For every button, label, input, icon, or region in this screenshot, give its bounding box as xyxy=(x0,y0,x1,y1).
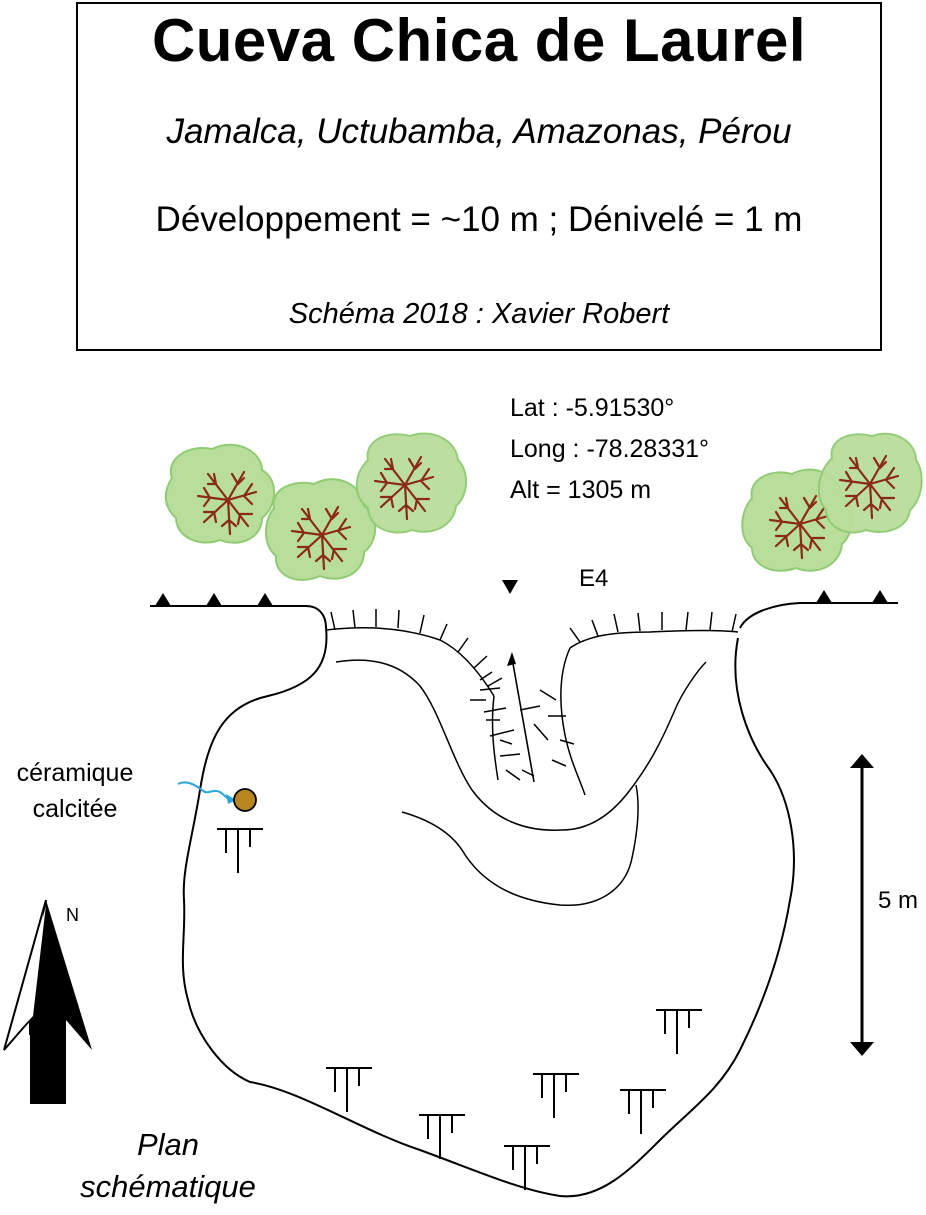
plan-label: Plan schématique xyxy=(68,1124,268,1208)
ceramic-note-line2: calcitée xyxy=(32,795,118,823)
tree-left-2 xyxy=(265,478,377,581)
tree-left-1 xyxy=(164,443,276,544)
plan-label-line1: Plan xyxy=(136,1127,200,1162)
scale-bar xyxy=(850,754,874,1056)
ceramic-note-line1: céramique xyxy=(16,759,134,787)
location: Jamalca, Uctubamba, Amazonas, Pérou xyxy=(166,112,792,151)
scale-label: 5 m xyxy=(878,887,919,914)
author-credit: Schéma 2018 : Xavier Robert xyxy=(288,298,670,330)
doline-contours xyxy=(335,647,707,907)
latitude: Lat : -5.91530° xyxy=(510,394,675,422)
slope-arrow xyxy=(507,652,535,783)
entrance-ceiling xyxy=(325,609,739,697)
title-box: Cueva Chica de Laurel Jamalca, Uctubamba… xyxy=(76,2,882,351)
plan-label-line2: schématique xyxy=(80,1169,256,1204)
coordinates: Lat : -5.91530° Long : -78.28331° Alt = … xyxy=(510,388,709,511)
cave-name: Cueva Chica de Laurel xyxy=(151,7,807,74)
cave-outline xyxy=(181,627,795,1198)
speleothem-symbols xyxy=(216,828,703,1191)
north-arrow-icon xyxy=(3,899,92,1104)
altitude: Alt = 1305 m xyxy=(510,476,652,504)
ceramic-note: céramique calcitée xyxy=(0,755,150,827)
tree-left-3 xyxy=(355,432,467,534)
cave-stats: Développement = ~10 m ; Dénivelé = 1 m xyxy=(155,200,803,239)
ground-surface xyxy=(150,602,898,629)
entrance-marker xyxy=(502,580,518,594)
north-label: N xyxy=(66,905,79,925)
tree-right-2 xyxy=(817,432,923,534)
ceramic-feature xyxy=(177,781,257,812)
surface-triangles xyxy=(155,590,888,606)
longitude: Long : -78.28331° xyxy=(510,435,710,463)
entrance-label: E4 xyxy=(579,565,609,592)
